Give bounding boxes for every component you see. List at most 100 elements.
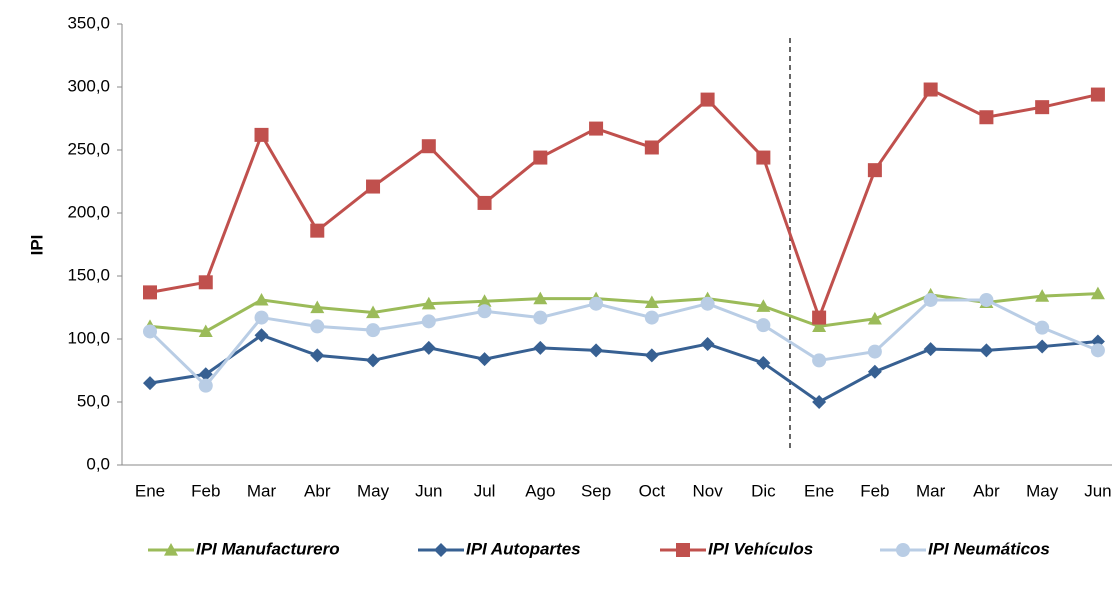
x-tick-label: Nov: [692, 481, 723, 500]
y-tick-label: 0,0: [86, 454, 110, 473]
marker: [644, 295, 659, 309]
marker: [533, 150, 548, 165]
marker: [1090, 343, 1105, 358]
x-tick-label: Dic: [751, 481, 776, 500]
x-tick-label: Ene: [135, 481, 165, 500]
marker: [198, 275, 213, 290]
y-tick-label: 300,0: [67, 76, 110, 95]
legend-text: IPI Manufacturero: [196, 539, 340, 558]
marker: [533, 310, 548, 325]
x-tick-label: May: [1026, 481, 1059, 500]
y-tick-label: 50,0: [77, 391, 110, 410]
marker: [756, 355, 771, 370]
marker: [477, 294, 492, 307]
marker: [421, 314, 436, 329]
marker: [1090, 286, 1105, 300]
x-tick-label: Jun: [415, 481, 442, 500]
series-line: [149, 87, 1099, 322]
marker: [198, 367, 213, 382]
x-tick-label: Abr: [304, 481, 331, 500]
x-tick-label: Mar: [916, 481, 946, 500]
legend-marker: [164, 543, 178, 556]
marker: [756, 318, 771, 333]
marker: [143, 285, 157, 300]
marker: [421, 340, 436, 355]
marker: [812, 310, 827, 325]
marker: [310, 300, 325, 314]
y-tick-label: 100,0: [67, 328, 110, 347]
marker: [366, 323, 381, 338]
marker: [1035, 100, 1050, 115]
marker: [979, 110, 994, 125]
marker: [644, 310, 659, 325]
marker: [366, 353, 381, 368]
marker: [923, 82, 938, 97]
marker: [867, 163, 882, 178]
x-tick-label: Ene: [804, 481, 834, 500]
marker: [812, 319, 827, 332]
marker: [979, 292, 994, 307]
series-line: [149, 333, 1099, 404]
x-tick-label: Oct: [639, 481, 666, 500]
marker: [700, 296, 715, 311]
marker: [867, 311, 882, 325]
marker: [756, 150, 771, 165]
legend-marker: [896, 543, 910, 557]
marker: [366, 179, 381, 194]
marker: [867, 344, 882, 359]
marker: [143, 376, 157, 391]
marker: [700, 337, 715, 352]
marker: [143, 324, 157, 339]
marker: [1035, 289, 1050, 302]
x-tick-label: Mar: [247, 481, 277, 500]
x-tick-label: May: [357, 481, 390, 500]
marker: [533, 291, 548, 305]
y-tick-label: 350,0: [67, 13, 110, 32]
marker: [700, 92, 715, 107]
marker: [812, 395, 827, 409]
marker: [198, 324, 213, 338]
y-tick-label: 150,0: [67, 265, 110, 284]
series-line: [149, 292, 1098, 333]
marker: [589, 121, 604, 136]
marker: [812, 353, 827, 368]
marker: [254, 292, 269, 306]
marker: [421, 296, 436, 310]
legend-marker: [434, 543, 448, 557]
marker: [1035, 320, 1050, 335]
x-tick-label: Jun: [1084, 481, 1111, 500]
x-tick-label: Feb: [191, 481, 220, 500]
marker: [756, 299, 771, 312]
y-tick-label: 250,0: [67, 139, 110, 158]
series-line: [148, 298, 1099, 388]
marker: [1090, 87, 1105, 102]
marker: [589, 343, 604, 358]
x-tick-label: Abr: [973, 481, 1000, 500]
marker: [310, 223, 325, 238]
x-tick-label: Ago: [525, 481, 555, 500]
marker: [589, 296, 604, 311]
marker: [644, 140, 659, 155]
marker: [310, 319, 325, 334]
marker: [979, 343, 994, 358]
marker: [867, 364, 882, 379]
marker: [254, 328, 269, 343]
marker: [310, 348, 325, 363]
marker: [533, 340, 548, 355]
legend-text: IPI Vehículos: [708, 539, 813, 558]
marker: [366, 305, 381, 319]
marker: [477, 304, 492, 319]
legend-text: IPI Neumáticos: [928, 539, 1050, 558]
legend-text: IPI Autopartes: [466, 539, 581, 558]
y-axis-label: IPI: [27, 235, 46, 256]
x-tick-label: Sep: [581, 481, 611, 500]
x-tick-label: Feb: [860, 481, 889, 500]
marker: [254, 310, 269, 325]
marker: [421, 139, 436, 154]
marker: [1035, 339, 1050, 354]
marker: [644, 348, 659, 363]
legend-marker: [676, 543, 690, 557]
y-tick-label: 200,0: [67, 202, 110, 221]
x-tick-label: Jul: [474, 481, 496, 500]
